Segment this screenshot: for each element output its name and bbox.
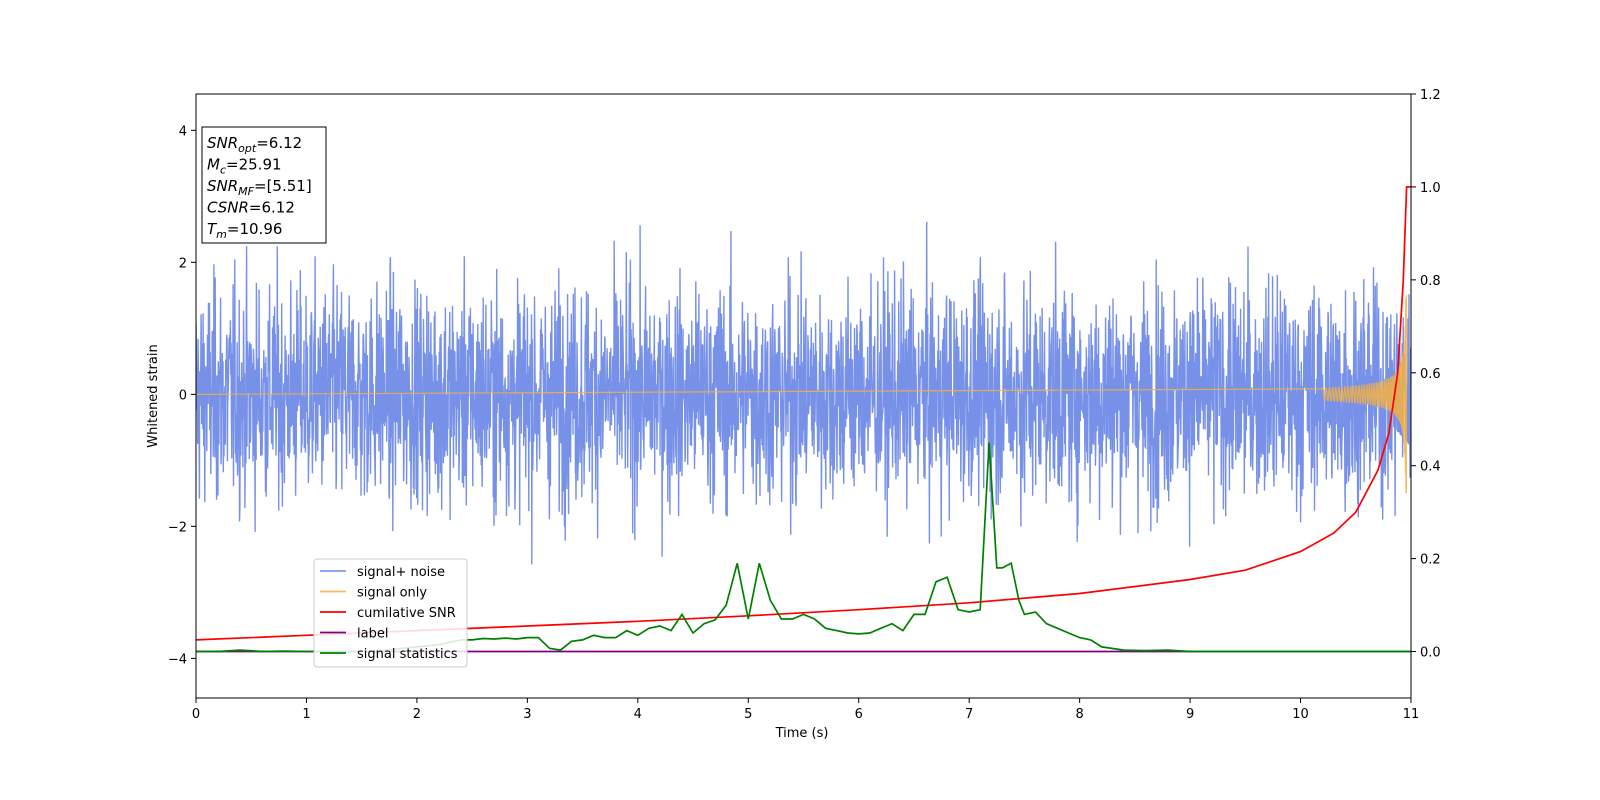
- x-tick-label: 5: [744, 707, 752, 722]
- legend-entry: signal+ noise: [357, 565, 445, 580]
- y2-tick-label: 0.6: [1420, 367, 1441, 382]
- info-box: SNRopt=6.12Mc=25.91SNRMF=[5.51]CSNR=6.12…: [201, 126, 327, 244]
- x-tick-label: 1: [302, 707, 310, 722]
- y2-tick-label: 1.0: [1420, 181, 1441, 196]
- y-axis-label: Whitened strain: [146, 344, 161, 447]
- info-box-line: CSNR=6.12: [207, 199, 295, 217]
- legend-entry: signal only: [357, 586, 427, 601]
- x-tick-label: 3: [523, 707, 531, 722]
- x-tick-label: 7: [965, 707, 973, 722]
- x-tick-label: 8: [1075, 707, 1083, 722]
- x-tick-label: 9: [1186, 707, 1194, 722]
- series-line-signal-statistics: [196, 442, 1411, 653]
- series-line-cumilative-snr: [196, 186, 1411, 641]
- x-tick-label: 2: [413, 707, 421, 722]
- legend-frame: [313, 558, 468, 668]
- x-tick-label: 0: [192, 707, 200, 722]
- signal-plus-noise-line: [196, 221, 1411, 565]
- legend-entry: label: [357, 627, 388, 642]
- x-axis-label: Time (s): [775, 726, 829, 741]
- x-axis-ticks: 0 1 2 3 4 5 6 7 8 9 10 11: [192, 698, 1419, 722]
- y-tick-label: −4: [168, 652, 187, 667]
- legend-entry: cumilative SNR: [357, 606, 456, 621]
- y2-tick-label: 1.2: [1420, 88, 1441, 103]
- y-tick-label: 0: [179, 388, 187, 403]
- y-axis-ticks: −4 −2 0 2 4: [168, 124, 196, 667]
- x-tick-label: 11: [1403, 707, 1420, 722]
- x-tick-label: 6: [855, 707, 863, 722]
- x-tick-label: 4: [634, 707, 642, 722]
- y2-tick-label: 0.2: [1420, 553, 1441, 568]
- series-signal-plus-noise: [196, 221, 1411, 565]
- info-box-line: Mc=25.91: [207, 156, 282, 177]
- info-box-line: Tm=10.96: [207, 220, 282, 241]
- legend-entry: signal statistics: [357, 647, 458, 662]
- axes-frame: [195, 93, 1412, 699]
- legend: signal+ noise signal only cumilative SNR la…: [313, 558, 468, 668]
- y-tick-label: 4: [179, 124, 187, 139]
- y2-axis-ticks: 0.0 0.2 0.4 0.6 0.8 1.0 1.2: [1411, 88, 1441, 661]
- y2-tick-label: 0.8: [1420, 274, 1441, 289]
- info-box-line: SNRopt=6.12: [207, 134, 302, 155]
- y-tick-label: −2: [168, 520, 187, 535]
- info-box-line: SNRMF=[5.51]: [207, 177, 312, 198]
- x-tick-label: 10: [1292, 707, 1309, 722]
- y2-tick-label: 0.0: [1420, 646, 1441, 661]
- y-tick-label: 2: [179, 256, 187, 271]
- y2-tick-label: 0.4: [1420, 460, 1441, 475]
- info-box-frame: [201, 126, 327, 244]
